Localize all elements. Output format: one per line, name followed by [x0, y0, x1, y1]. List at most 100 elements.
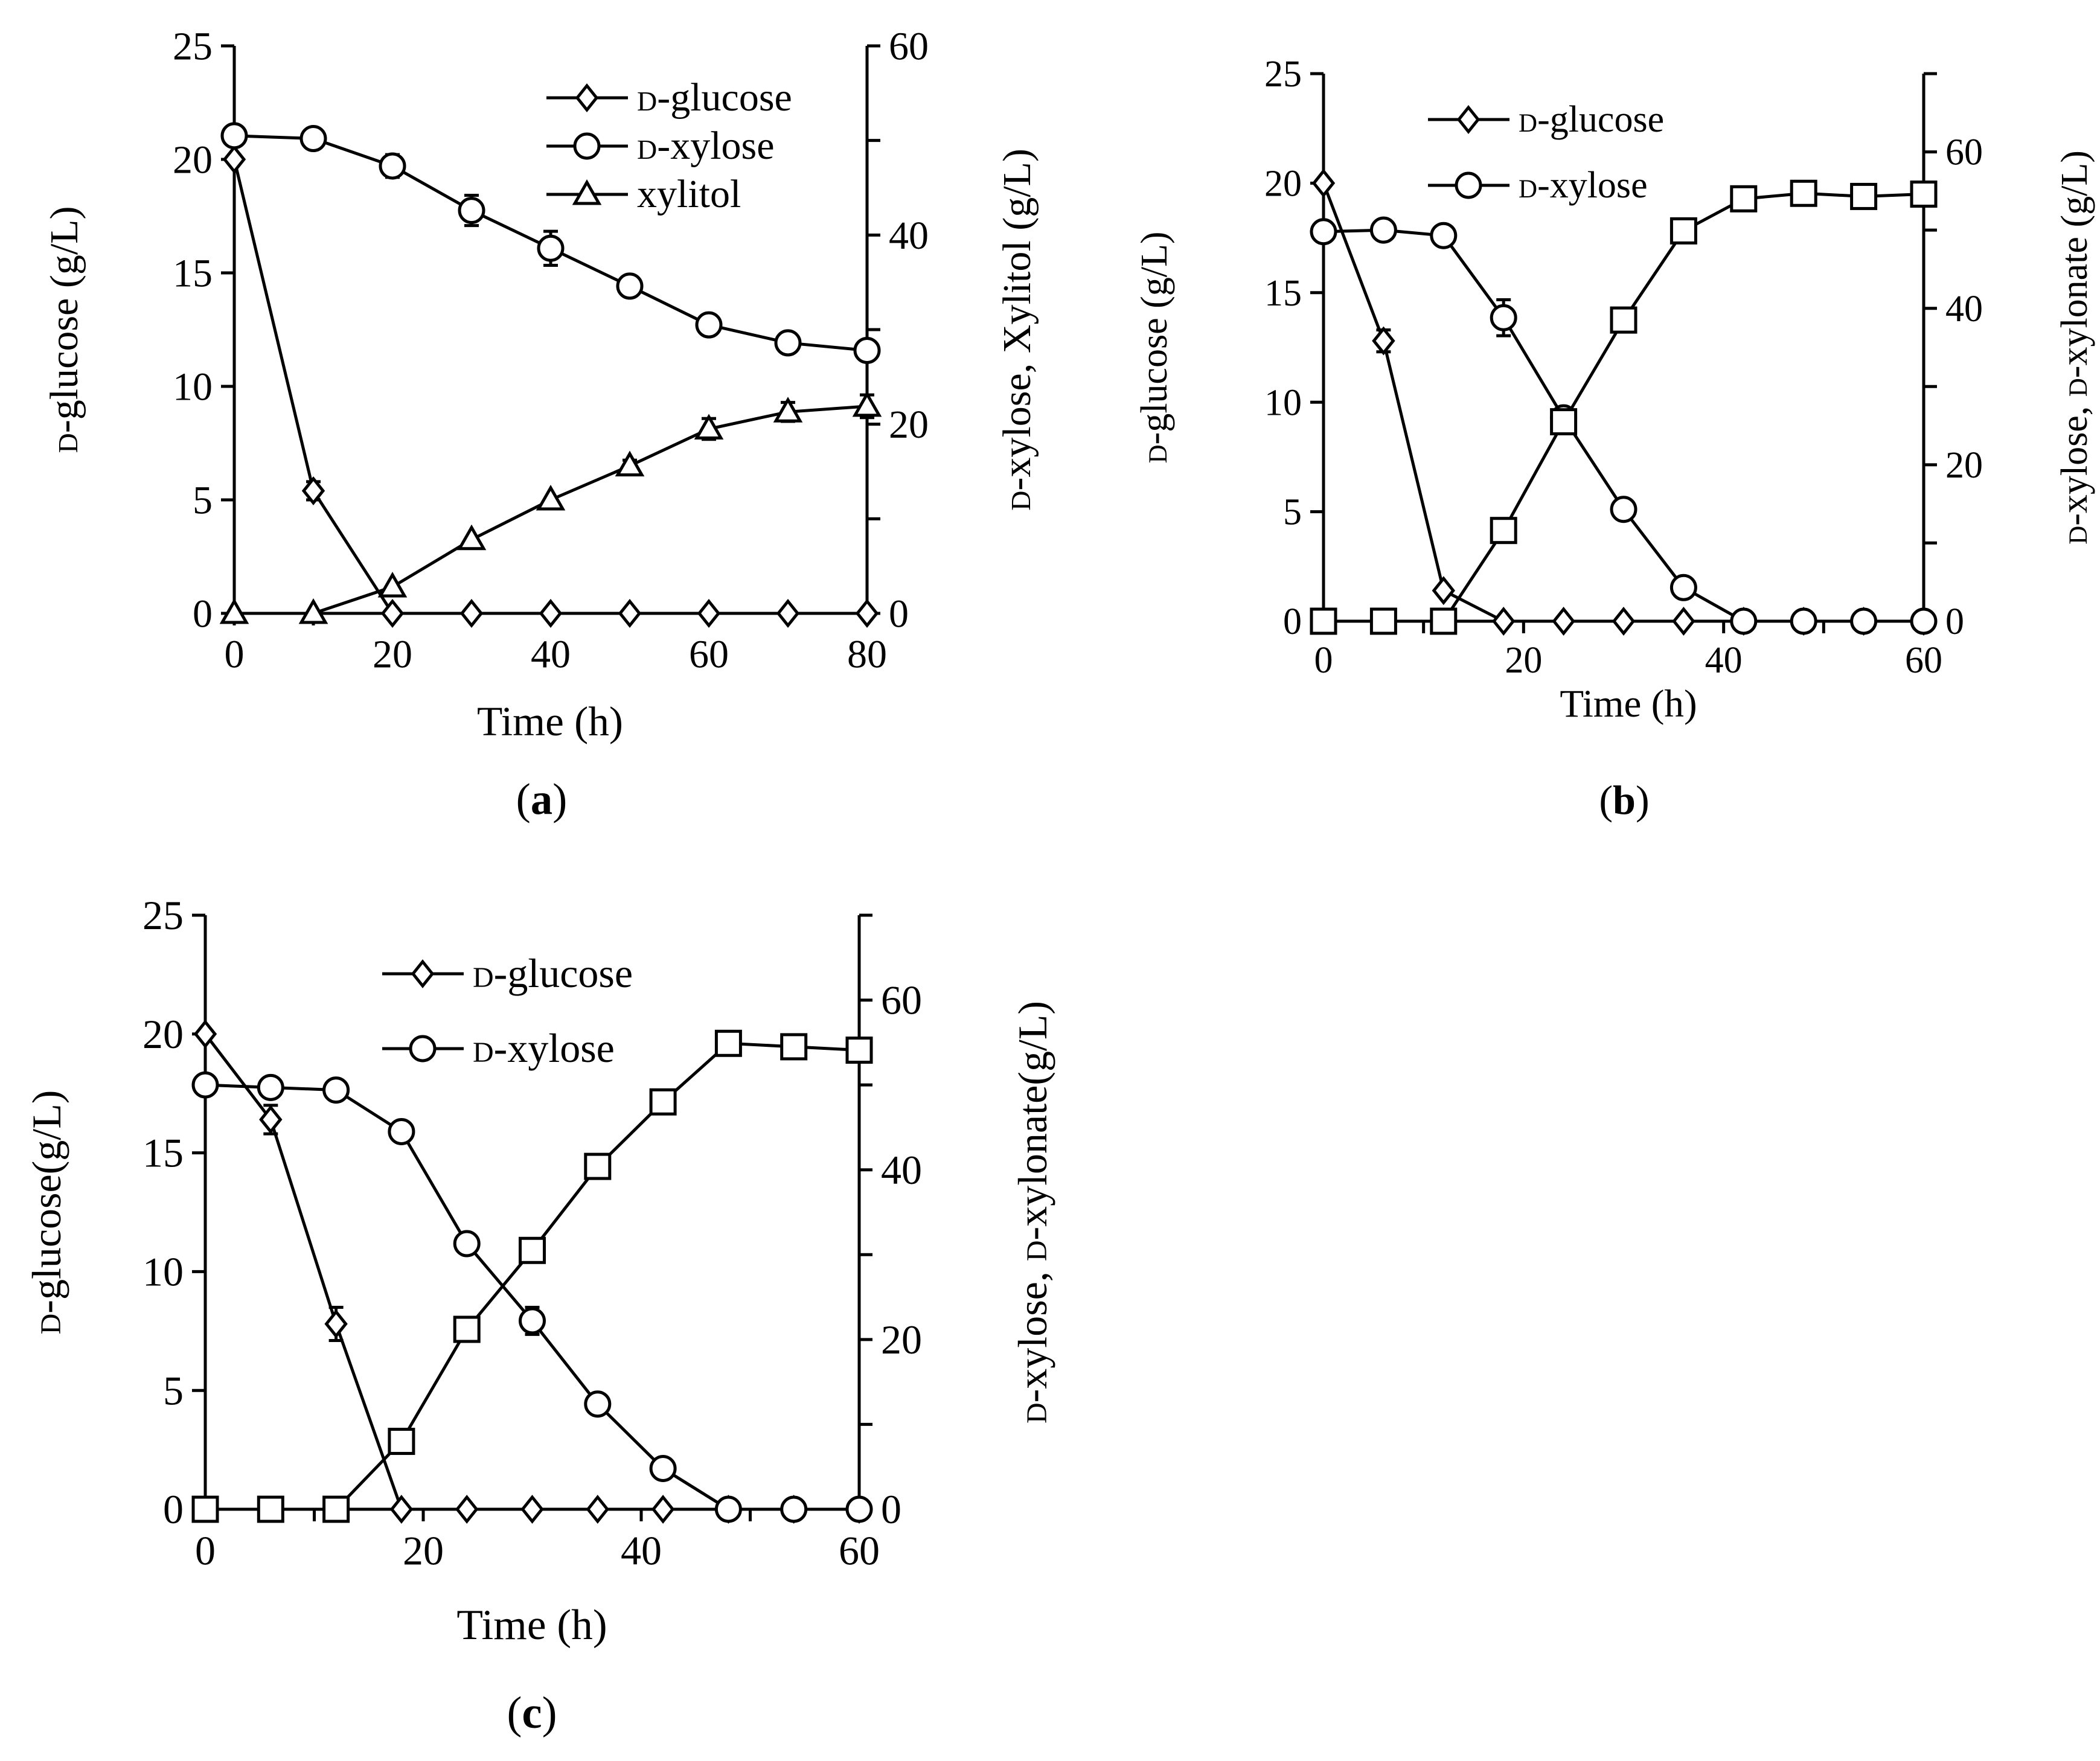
data-point-square	[1910, 181, 1938, 208]
data-point-circle	[257, 1073, 284, 1101]
y-left-tick-label: 0	[193, 592, 213, 636]
y-right-tick-label: 20	[1945, 445, 1983, 486]
data-point-circle	[1610, 496, 1637, 523]
data-point-square	[1850, 182, 1878, 210]
data-point-diamond	[651, 1494, 675, 1524]
data-point-circle	[388, 1117, 415, 1145]
data-point-square	[1550, 408, 1578, 436]
data-point-diamond	[1311, 168, 1336, 198]
x-tick-label: 40	[531, 632, 571, 676]
data-point-diamond	[1491, 606, 1516, 636]
series-line	[205, 1083, 859, 1511]
y-left-tick-label: 20	[142, 1011, 184, 1057]
data-point-square	[1490, 517, 1517, 545]
data-point-circle	[695, 311, 723, 339]
data-point-circle	[299, 125, 327, 153]
data-point-square	[388, 1428, 415, 1456]
x-tick-label: 0	[195, 1527, 216, 1573]
y-left-tick-label: 25	[1264, 54, 1302, 95]
y-left-tick-label: 0	[1283, 601, 1302, 642]
y-left-tick-label: 5	[193, 478, 213, 522]
data-point-triangle	[298, 598, 328, 624]
series-line	[232, 159, 867, 615]
data-point-square	[1790, 179, 1817, 207]
chart-panel-a: 0 5 10 15 20 25 0 20 40 60 0 20 40 60 80 Time (h) d-gluc…	[42, 24, 1039, 823]
legend-label: d-glucose	[473, 950, 633, 996]
data-point-diamond	[855, 598, 879, 628]
data-point-square	[519, 1236, 546, 1264]
series-d-xylose	[220, 122, 881, 364]
data-point-triangle	[536, 484, 566, 511]
series-d-glucose	[1311, 168, 1936, 636]
y-left-tick-label: 15	[1264, 273, 1302, 314]
x-axis-label: Time (h)	[456, 1601, 607, 1649]
y-right-tick-label: 60	[889, 24, 929, 68]
data-point-square	[191, 1495, 219, 1523]
data-point-triangle	[852, 391, 882, 417]
x-tick-label: 20	[1505, 640, 1542, 681]
legend-label: d-xylose	[473, 1025, 615, 1071]
series-d-xylonate	[1310, 179, 1938, 635]
data-point-diamond	[1552, 606, 1575, 636]
data-point-diamond	[539, 598, 563, 628]
data-point-circle	[519, 1307, 546, 1335]
data-point-circle	[714, 1495, 742, 1523]
data-point-circle	[584, 1390, 612, 1418]
data-point-diamond	[459, 598, 484, 628]
y-left-tick-label: 15	[173, 251, 213, 295]
data-point-square	[714, 1029, 742, 1057]
y-left-axis-label: d-glucose (g/L)	[1134, 232, 1175, 464]
data-point-circle	[1310, 218, 1337, 246]
data-point-diamond	[455, 1494, 479, 1524]
y-left-tick-label: 25	[173, 24, 213, 68]
x-tick-label: 0	[225, 632, 245, 676]
data-point-diamond	[618, 598, 642, 628]
legend-label: d-glucose	[1519, 99, 1664, 140]
legend: d-glucose d-xylose	[1428, 99, 1664, 206]
legend-marker-diamond	[1456, 104, 1481, 135]
data-point-diamond	[301, 476, 325, 505]
data-point-diamond	[1672, 606, 1695, 636]
y-left-axis-label: d-glucose(g/L)	[24, 1090, 69, 1335]
data-point-circle	[1430, 222, 1458, 249]
x-tick-label: 80	[847, 632, 887, 676]
y-right-axis-label: d-xylose, d-xylonate (g/L)	[2054, 150, 2095, 545]
x-axis-label: Time (h)	[477, 698, 623, 744]
data-point-square	[584, 1152, 612, 1180]
y-right-tick-label: 60	[1945, 132, 1983, 173]
data-point-circle	[853, 336, 881, 364]
y-left-tick-label: 5	[163, 1367, 184, 1413]
data-point-square	[780, 1033, 808, 1061]
data-point-circle	[220, 122, 248, 150]
y-right-tick-label: 0	[881, 1486, 901, 1532]
legend-label: d-glucose	[637, 75, 792, 120]
data-point-triangle	[377, 572, 408, 598]
x-axis-label: Time (h)	[1560, 682, 1697, 726]
data-point-circle	[1850, 607, 1878, 635]
y-right-tick-label: 0	[889, 592, 909, 636]
series-line	[204, 1033, 859, 1511]
data-point-triangle	[219, 598, 249, 624]
data-point-square	[845, 1037, 873, 1064]
legend-label: xylitol	[637, 172, 741, 216]
y-left-tick-label: 20	[173, 138, 213, 182]
series-line	[1324, 191, 1924, 623]
y-left-tick-label: 10	[142, 1249, 184, 1295]
data-point-square	[1730, 185, 1758, 213]
series-line	[205, 1041, 860, 1511]
y-right-tick-label: 40	[881, 1147, 922, 1193]
panel-label: (c)	[507, 1688, 557, 1738]
data-point-circle	[1369, 216, 1397, 244]
panel-label: (a)	[516, 775, 568, 823]
data-point-circle	[1669, 574, 1697, 601]
data-point-square	[1310, 607, 1337, 635]
series-d-glucose	[222, 144, 879, 628]
y-right-axis-label: d-xylose, d-xylonate(g/L)	[1010, 1001, 1055, 1424]
x-tick-label: 40	[1705, 640, 1743, 681]
data-point-diamond	[389, 1494, 414, 1524]
legend-marker-diamond	[575, 83, 599, 113]
data-point-square	[257, 1495, 284, 1523]
